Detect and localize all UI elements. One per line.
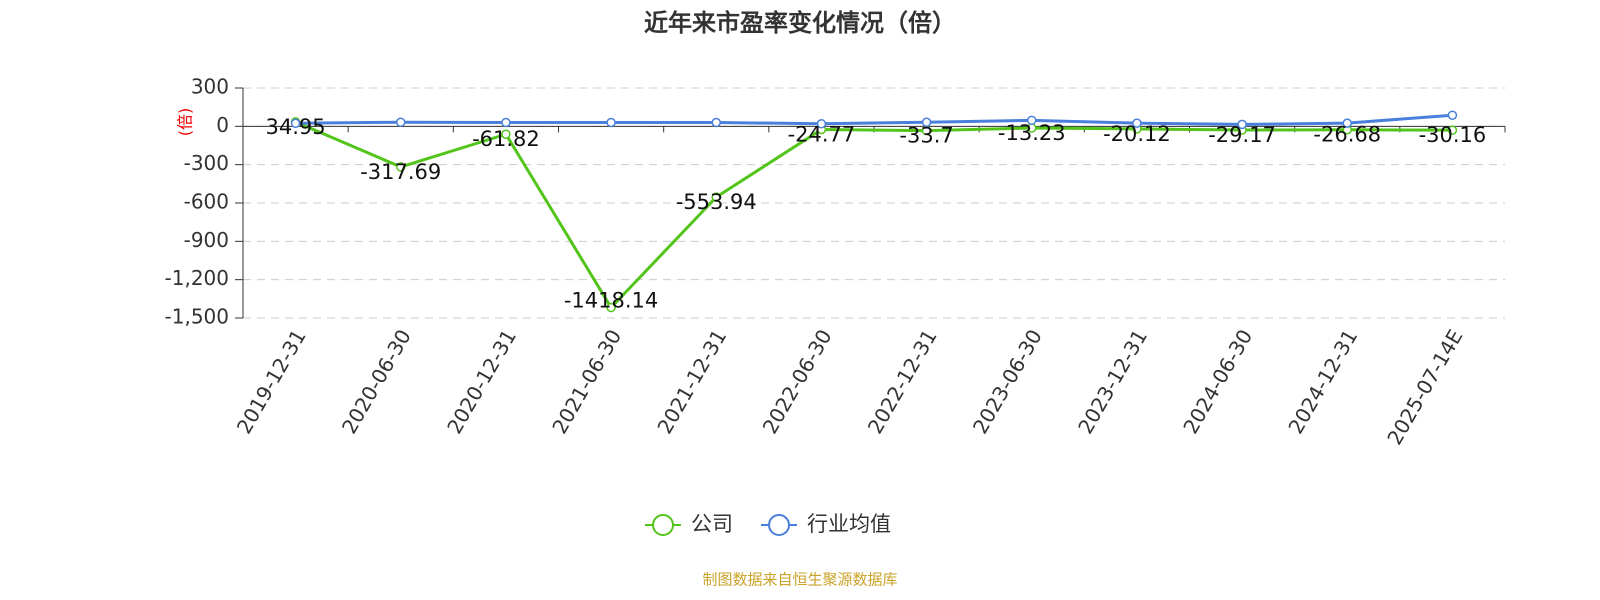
x-tick-label: 2023-12-31 [1073, 325, 1152, 438]
data-point [1447, 110, 1458, 120]
data-point [396, 162, 406, 172]
data-label: -61.82 [472, 127, 540, 151]
data-label: 34.95 [266, 115, 326, 139]
y-tick-label: -1,200 [165, 266, 229, 290]
series-line [294, 120, 1453, 310]
y-axis-label: (倍) [176, 108, 195, 137]
x-tick-label: 2020-12-31 [442, 325, 521, 438]
x-tick-label: 2023-06-30 [968, 325, 1047, 438]
x-tick-label: 2024-06-30 [1178, 325, 1257, 438]
x-tick-label: 2022-12-31 [863, 325, 942, 438]
data-point [711, 117, 721, 128]
data-point [606, 117, 616, 128]
y-tick-label: 0 [216, 113, 229, 137]
legend-label: 行业均值 [807, 512, 891, 536]
source-note: 制图数据来自恒生聚源数据库 [702, 571, 897, 589]
data-point [1237, 119, 1247, 130]
x-tick-label: 2019-12-31 [232, 325, 311, 438]
data-point [501, 129, 511, 139]
data-point [1342, 118, 1352, 128]
data-label: -553.94 [676, 190, 757, 214]
legend-marker [652, 514, 674, 536]
data-label: -13.23 [998, 121, 1066, 145]
legend-label: 公司 [691, 512, 733, 536]
x-tick-label: 2024-12-31 [1283, 325, 1362, 438]
y-tick-label: 300 [191, 75, 229, 99]
data-label: -26.68 [1313, 123, 1381, 147]
y-tick-label: -1,500 [165, 305, 229, 329]
x-tick-label: 2025-07-14E [1382, 325, 1467, 449]
data-point [1132, 118, 1142, 128]
x-tick-label: 2020-06-30 [337, 325, 416, 438]
data-point [396, 117, 406, 127]
y-tick-label: -900 [184, 228, 229, 252]
data-point [816, 119, 827, 129]
data-label: -24.77 [788, 122, 856, 146]
data-label: -317.69 [360, 160, 441, 184]
data-label: -20.12 [1103, 122, 1171, 146]
data-point [606, 302, 616, 313]
data-point [501, 117, 511, 128]
data-point [1447, 125, 1458, 135]
data-point [921, 117, 932, 127]
data-label: -33.7 [899, 124, 953, 148]
data-label: -30.16 [1419, 123, 1487, 147]
x-tick-label: 2022-06-30 [758, 325, 837, 438]
data-label: -1418.14 [564, 289, 658, 313]
y-tick-label: -600 [184, 190, 229, 214]
x-tick-label: 2021-06-30 [547, 325, 626, 438]
chart-title: 近年来市盈率变化情况（倍） [644, 9, 956, 37]
data-point [290, 118, 301, 129]
y-tick-label: -300 [184, 151, 229, 175]
data-point [1027, 115, 1037, 126]
data-point [711, 192, 721, 202]
series-line [295, 113, 1453, 126]
legend-marker [768, 514, 790, 536]
data-label: -29.17 [1208, 123, 1276, 147]
x-tick-label: 2021-12-31 [652, 325, 731, 438]
